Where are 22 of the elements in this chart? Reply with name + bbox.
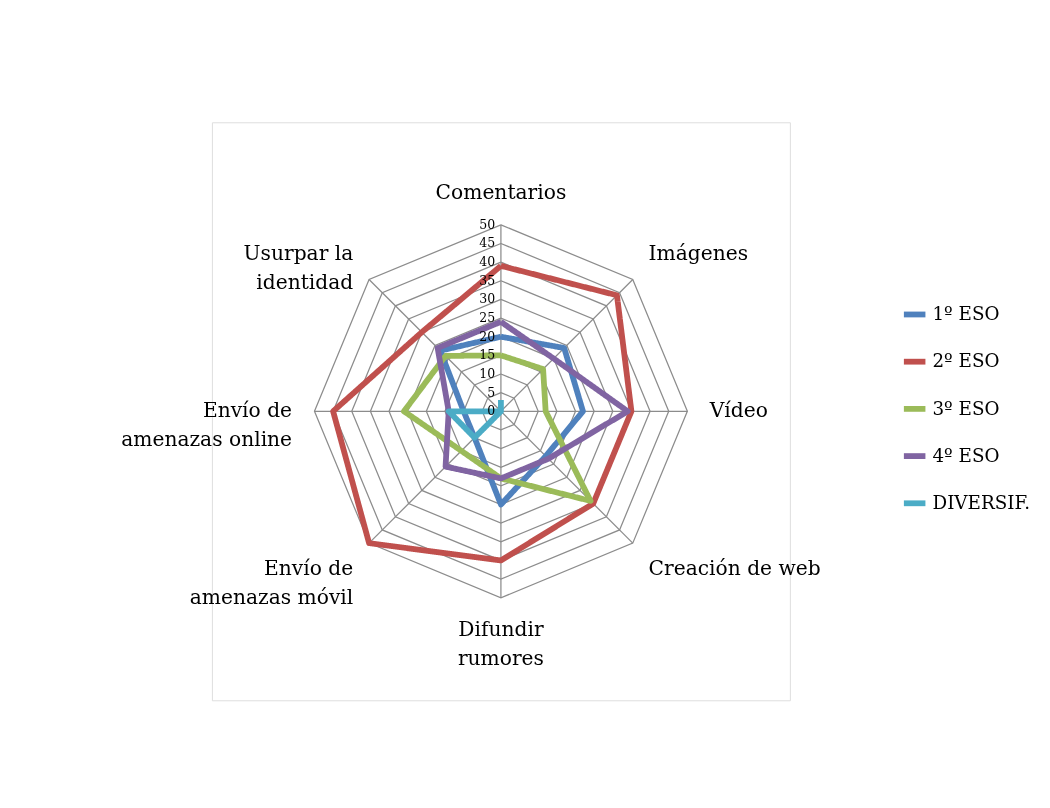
spoke-label: Envío de amenazas móvil bbox=[189, 556, 354, 610]
legend-label: 3º ESO bbox=[932, 397, 1000, 419]
legend-label: DIVERSIF. bbox=[932, 492, 1031, 514]
spoke-label: Difundir rumores bbox=[457, 617, 544, 671]
spoke-label: Imágenes bbox=[648, 240, 749, 265]
spoke-label: Comentarios bbox=[435, 179, 567, 204]
legend-label: 2º ESO bbox=[932, 350, 1000, 372]
y-tick-label: 45 bbox=[479, 235, 496, 251]
spoke-label: Envío de amenazas online bbox=[121, 398, 293, 451]
y-tick-label: 25 bbox=[479, 309, 496, 325]
y-tick-label: 40 bbox=[479, 253, 496, 269]
legend-label: 1º ESO bbox=[932, 303, 1000, 325]
spoke-label: Vídeo bbox=[708, 398, 768, 423]
y-tick-label: 10 bbox=[479, 365, 496, 381]
spoke-label: Creación de web bbox=[648, 556, 821, 581]
y-tick-label: 15 bbox=[479, 347, 496, 363]
y-tick-label: 35 bbox=[479, 272, 496, 288]
spoke-label: Usurpar la identidad bbox=[243, 240, 354, 294]
y-tick-label: 5 bbox=[487, 384, 496, 400]
y-tick-label: 50 bbox=[479, 216, 496, 232]
legend-label: 4º ESO bbox=[932, 444, 1000, 466]
y-tick-label: 30 bbox=[479, 291, 496, 307]
